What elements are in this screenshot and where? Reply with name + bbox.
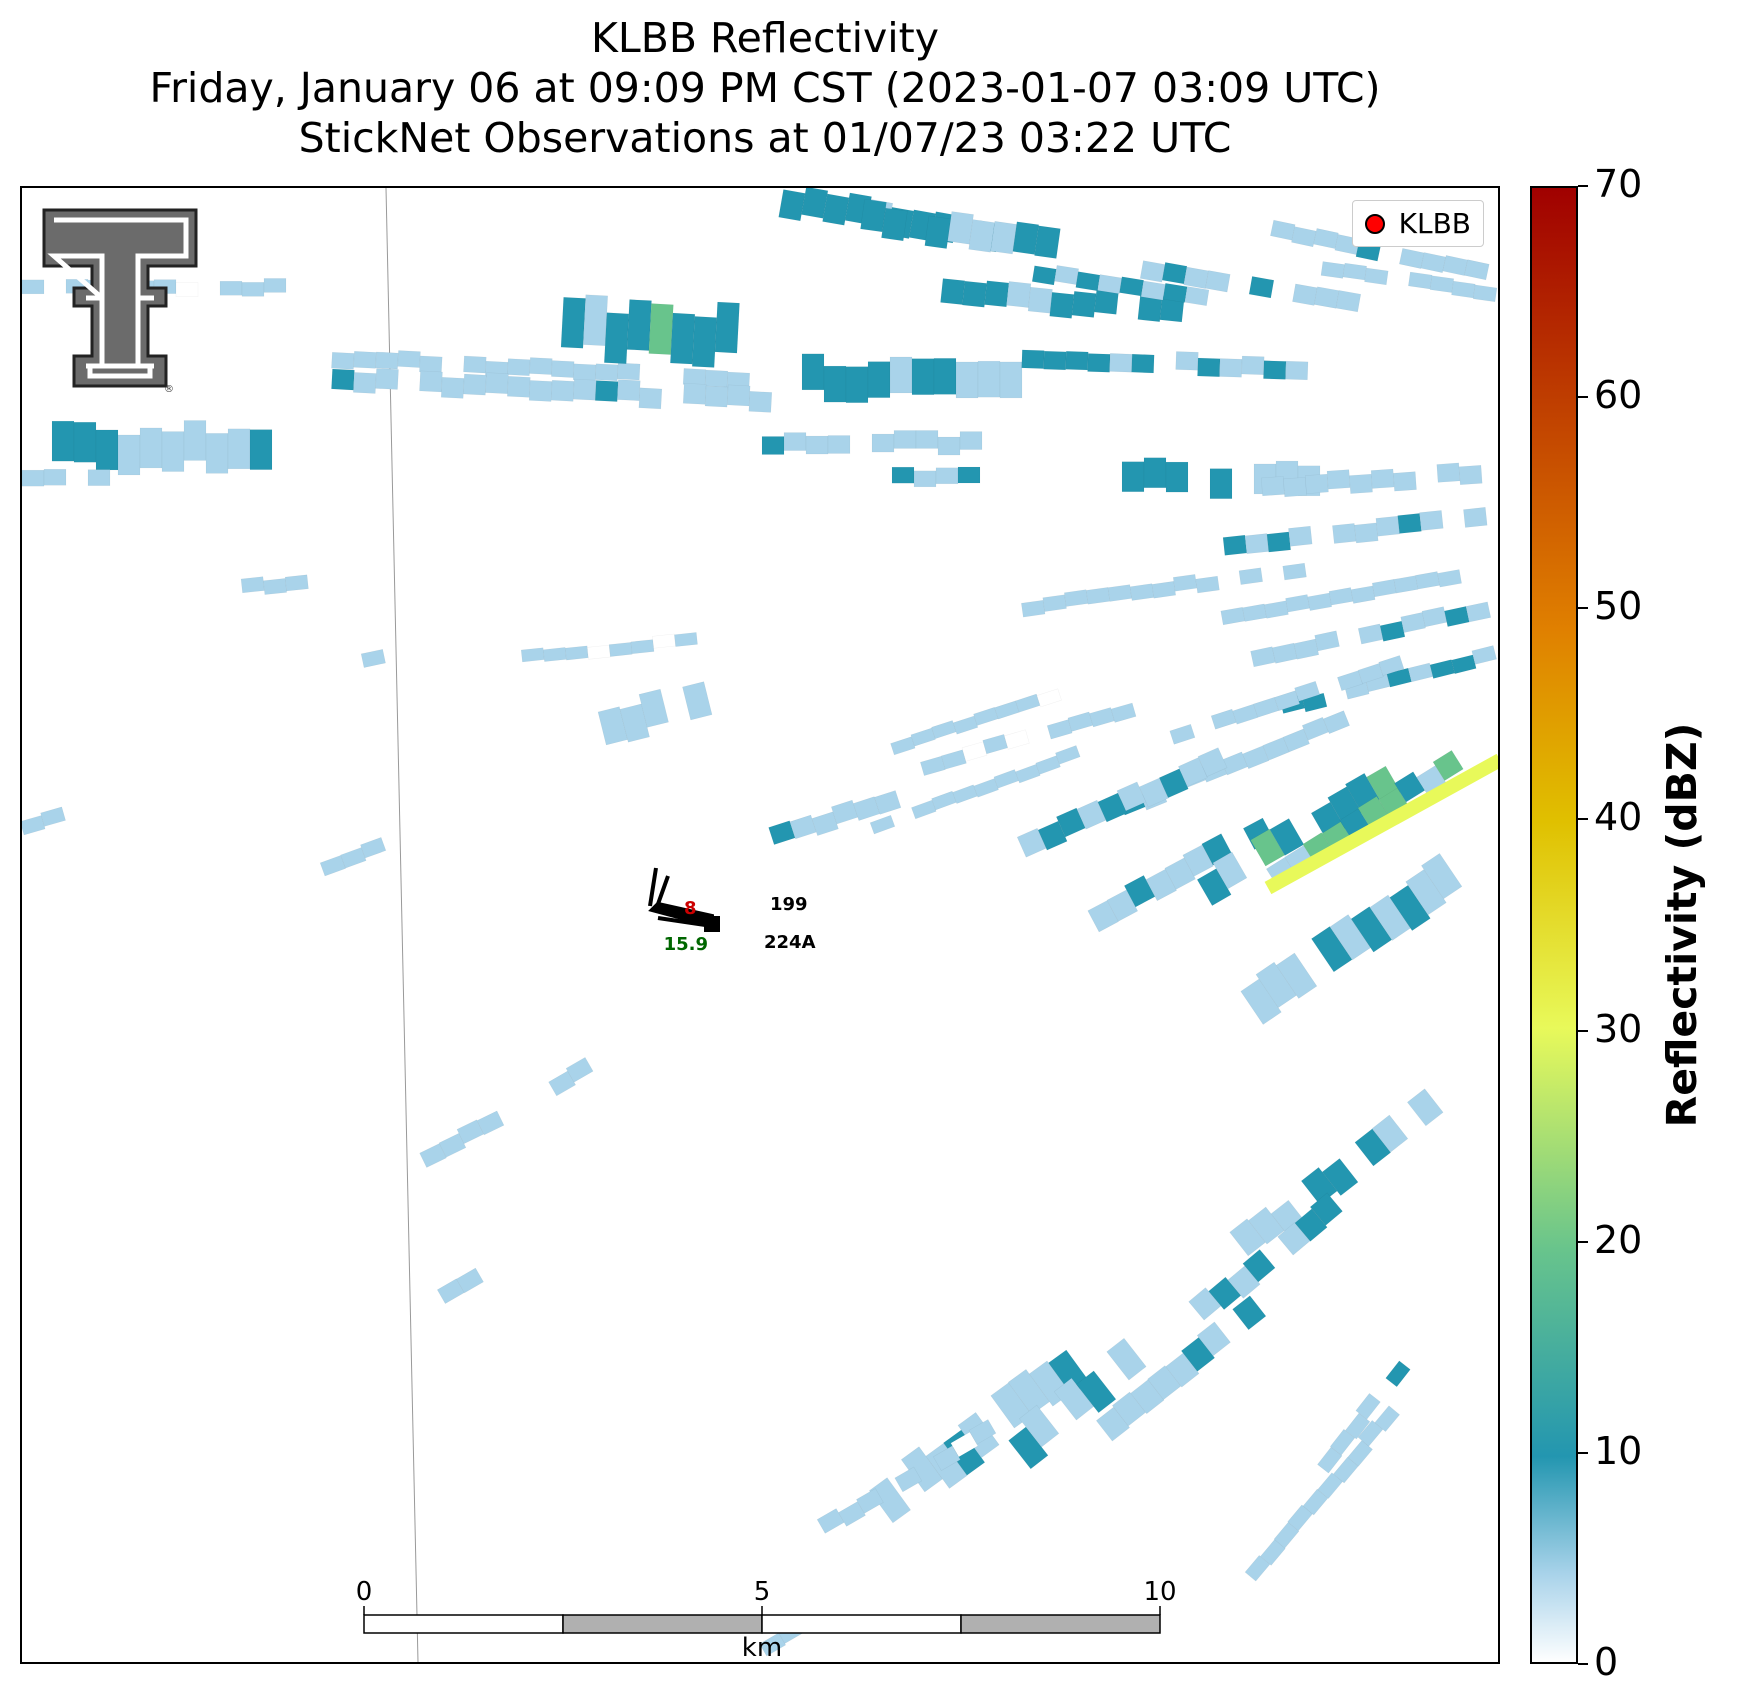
scale-tick-10: 10	[1143, 1577, 1176, 1607]
scale-bar: 0 5 10 km	[356, 1577, 1177, 1662]
double-t-logo-icon: ®	[42, 208, 198, 395]
reflectivity-band	[801, 353, 1023, 403]
reflectivity-band	[891, 466, 981, 488]
colorbar-tick-label: 70	[1594, 162, 1643, 206]
reflectivity-band	[1087, 817, 1275, 933]
colorbar-gradient	[1530, 186, 1578, 1664]
colorbar-tick-mark	[1578, 1240, 1588, 1243]
reflectivity-band	[1270, 219, 1490, 281]
reflectivity-band	[1188, 1192, 1343, 1321]
reflectivity-band	[768, 790, 902, 845]
county-boundary	[385, 188, 419, 1662]
reflectivity-band	[1250, 601, 1492, 668]
reflectivity-band	[816, 1419, 997, 1534]
reflectivity-band	[51, 420, 273, 476]
title-line-3: StickNet Observations at 01/07/23 03:22 …	[298, 114, 1232, 162]
title-line-2: Friday, January 06 at 09:09 PM CST (2023…	[149, 64, 1381, 112]
colorbar-tick-label: 30	[1594, 1006, 1643, 1051]
reflectivity-band	[560, 294, 740, 368]
reflectivity-band	[940, 278, 1185, 323]
reflectivity-band	[1139, 260, 1362, 313]
reflectivity-band	[1008, 1337, 1147, 1470]
reflectivity-band	[331, 350, 751, 390]
colorbar-tick-mark	[1578, 396, 1588, 399]
colorbar-tick-mark	[1578, 818, 1588, 821]
colorbar	[1530, 186, 1590, 1668]
reflectivity-band	[360, 649, 386, 668]
reflectivity-band	[240, 574, 309, 595]
reflectivity-band	[520, 632, 698, 663]
colorbar-tick-label: 40	[1594, 795, 1643, 840]
reflectivity-band	[1244, 1405, 1401, 1582]
svg-text:®: ®	[164, 384, 174, 395]
reflectivity-band	[319, 837, 387, 877]
reflectivity-band	[1317, 1360, 1411, 1474]
wind-barb-tick-1	[648, 867, 658, 907]
reflectivity-band	[869, 745, 1081, 835]
station-pressure: 199	[770, 894, 808, 915]
title-line-1: KLBB Reflectivity	[591, 14, 939, 62]
scale-segment-4	[960, 1614, 1161, 1634]
reflectivity-band	[890, 688, 1062, 756]
reflectivity-band	[1220, 569, 1462, 626]
colorbar-label: Reflectivity (dBZ)	[1658, 722, 1706, 1128]
colorbar-tick-mark	[1578, 1029, 1588, 1032]
reflectivity-band	[22, 806, 66, 836]
scale-tick-5: 5	[754, 1577, 771, 1607]
reflectivity-band	[548, 1056, 594, 1097]
reflectivity-band	[331, 368, 773, 413]
colorbar-tick-mark	[1578, 1451, 1588, 1454]
reflectivity-band	[1021, 349, 1309, 381]
reflectivity-band	[1121, 457, 1321, 499]
reflectivity-band	[597, 681, 713, 746]
reflectivity-band	[920, 702, 1137, 776]
scale-tick-0: 0	[356, 1577, 373, 1607]
colorbar-tick-mark	[1578, 185, 1588, 187]
reflectivity-band	[1169, 655, 1405, 745]
reflectivity-band	[761, 430, 983, 456]
strong-echo-streak	[1264, 753, 1498, 895]
legend-label: KLBB	[1398, 207, 1471, 240]
reflectivity-band	[1095, 1295, 1267, 1442]
scale-unit: km	[742, 1633, 782, 1662]
radar-map[interactable]: ® KLBB 0 5 10 km 8 199 15.9 224A	[20, 186, 1500, 1664]
colorbar-tick-label: 10	[1594, 1428, 1643, 1473]
colorbar-tick-label: 50	[1594, 584, 1643, 629]
reflectivity-band	[436, 1267, 484, 1304]
station-dewpoint: 15.9	[664, 934, 708, 955]
reflectivity-band	[1016, 747, 1228, 858]
reflectivity-band	[1320, 261, 1498, 303]
legend-box: KLBB	[1351, 200, 1484, 247]
wind-barb-tick-2	[656, 875, 670, 905]
station-marker-icon	[704, 916, 720, 932]
radar-site-marker-icon	[1364, 213, 1385, 234]
reflectivity-band	[22, 468, 111, 487]
reflectivity-band	[1021, 562, 1307, 618]
reflectivity-band	[860, 198, 1061, 259]
reflectivity-band	[1240, 852, 1463, 1025]
reflectivity-band	[1031, 265, 1210, 307]
reflectivity-band	[1261, 462, 1483, 498]
colorbar-tick-mark	[1578, 607, 1588, 610]
colorbar-tick-mark	[1578, 1663, 1588, 1665]
sticknet-station-plot[interactable]: 8 199 15.9 224A	[22, 188, 1498, 1662]
colorbar-tick-label: 0	[1594, 1640, 1619, 1684]
colorbar-tick-label: 60	[1594, 373, 1643, 418]
station-id: 224A	[764, 932, 816, 953]
reflectivity-band	[1229, 1088, 1444, 1257]
station-temperature: 8	[684, 898, 697, 919]
reflectivity-field	[22, 188, 1498, 1662]
colorbar-tick-label: 20	[1594, 1217, 1643, 1262]
reflectivity-band	[419, 1110, 505, 1168]
reflectivity-band	[1222, 507, 1488, 556]
